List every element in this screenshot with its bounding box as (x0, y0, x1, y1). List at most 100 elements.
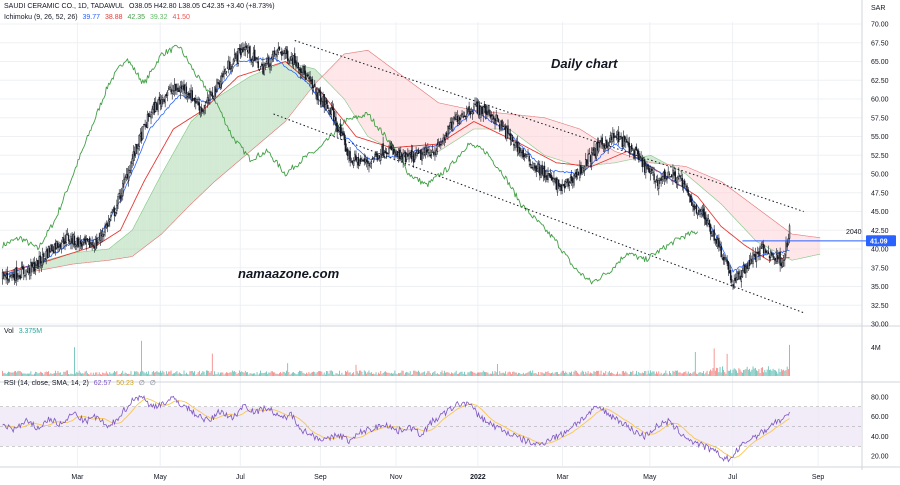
candle-down (258, 69, 261, 71)
candle-up (423, 152, 426, 155)
volume-bar (253, 373, 254, 376)
volume-bar (286, 370, 287, 376)
volume-bar (54, 373, 55, 376)
candle-down (674, 171, 676, 182)
ichimoku-label: Ichimoku (9, 26, 52, 26) (4, 14, 78, 21)
candle-up (609, 135, 612, 143)
volume-bar (448, 372, 450, 376)
cloud-segment-bear (553, 120, 557, 159)
volume-bar (237, 372, 239, 376)
volume-bar (207, 370, 208, 376)
candle-up (475, 103, 477, 106)
volume-bar (619, 373, 621, 376)
cloud-segment-bear (429, 95, 432, 153)
volume-bar (570, 372, 571, 376)
candle-down (425, 149, 428, 153)
volume-bar (144, 373, 146, 376)
volume-bar (324, 374, 326, 376)
volume-bar (361, 371, 363, 376)
candle-down (550, 175, 553, 181)
candle-up (322, 96, 324, 103)
volume-bar (135, 371, 137, 376)
candle-down (12, 273, 14, 278)
candle-up (608, 141, 611, 147)
cloud-segment-bull (313, 68, 316, 86)
cloud-segment-bull (162, 167, 166, 233)
cloud-segment-bull (186, 125, 189, 209)
volume-bar (717, 368, 719, 376)
candle-down (589, 155, 592, 162)
candle-up (645, 165, 647, 173)
cloud-segment-bull (120, 237, 123, 259)
candle-up (223, 71, 225, 75)
volume-bar (438, 374, 439, 376)
candle-down (560, 183, 562, 192)
cloud-segment-bull (125, 234, 128, 258)
volume-bar (606, 374, 608, 376)
candle-down (493, 116, 495, 120)
volume-bar (301, 371, 303, 376)
cloud-segment-bear (356, 51, 359, 122)
cloud-segment-bear (761, 211, 764, 246)
cloud-segment-bull (132, 225, 135, 257)
candle-down (311, 79, 314, 89)
cloud-segment-bear (758, 209, 762, 244)
candle-down (37, 260, 39, 269)
volume-bar (148, 371, 150, 376)
price-tick-label: 57.50 (871, 115, 889, 122)
candle-down (195, 100, 197, 104)
volume-bar (650, 370, 651, 376)
cloud-segment-bear (789, 232, 792, 261)
price-tick-label: 65.00 (871, 59, 889, 66)
volume-bar (138, 373, 140, 376)
candle-up (536, 168, 539, 172)
candle-down (732, 284, 734, 287)
volume-bar (604, 373, 605, 376)
candle-down (189, 93, 191, 99)
volume-bar (520, 374, 522, 376)
volume-bar (129, 373, 131, 376)
candle-up (241, 49, 243, 54)
volume-bar (504, 373, 505, 376)
candle-up (665, 178, 667, 181)
candle-down (458, 117, 461, 121)
volume-bar (284, 373, 286, 376)
candle-down (208, 99, 210, 101)
cloud-segment-bull (82, 251, 86, 263)
cloud-segment-bear (424, 92, 427, 153)
volume-bar (534, 373, 536, 376)
volume-bar (155, 371, 157, 376)
candle-up (17, 276, 19, 280)
candle-down (16, 267, 18, 280)
candle-up (354, 153, 356, 161)
volume-bar (314, 371, 316, 376)
volume-bar (749, 368, 750, 376)
cloud-segment-bear (414, 85, 418, 154)
volume-bar (345, 370, 346, 376)
candle-up (724, 257, 726, 259)
candle-down (417, 150, 420, 154)
candle-up (675, 181, 678, 183)
candle-up (341, 132, 343, 136)
volume-bar (588, 373, 590, 376)
cloud-segment-bear (780, 225, 783, 256)
candle-down (367, 160, 369, 164)
volume-bar (674, 370, 676, 376)
volume-bar (18, 370, 20, 376)
candle-down (651, 168, 653, 171)
candle-down (535, 165, 537, 172)
candle-up (279, 51, 282, 54)
cloud-segment-bear (721, 181, 724, 207)
volume-bar (414, 370, 416, 376)
volume-bar (469, 371, 471, 376)
leading-span-b (33, 50, 821, 272)
candle-down (731, 279, 733, 283)
volume-bar (434, 370, 436, 376)
candle-down (246, 49, 249, 53)
cloud-segment-bear (782, 227, 785, 257)
volume-bar (6, 372, 8, 376)
cloud-segment-bear (405, 78, 408, 155)
candle-down (54, 242, 57, 250)
candle-down (501, 120, 503, 127)
cloud-segment-bear (532, 116, 536, 149)
